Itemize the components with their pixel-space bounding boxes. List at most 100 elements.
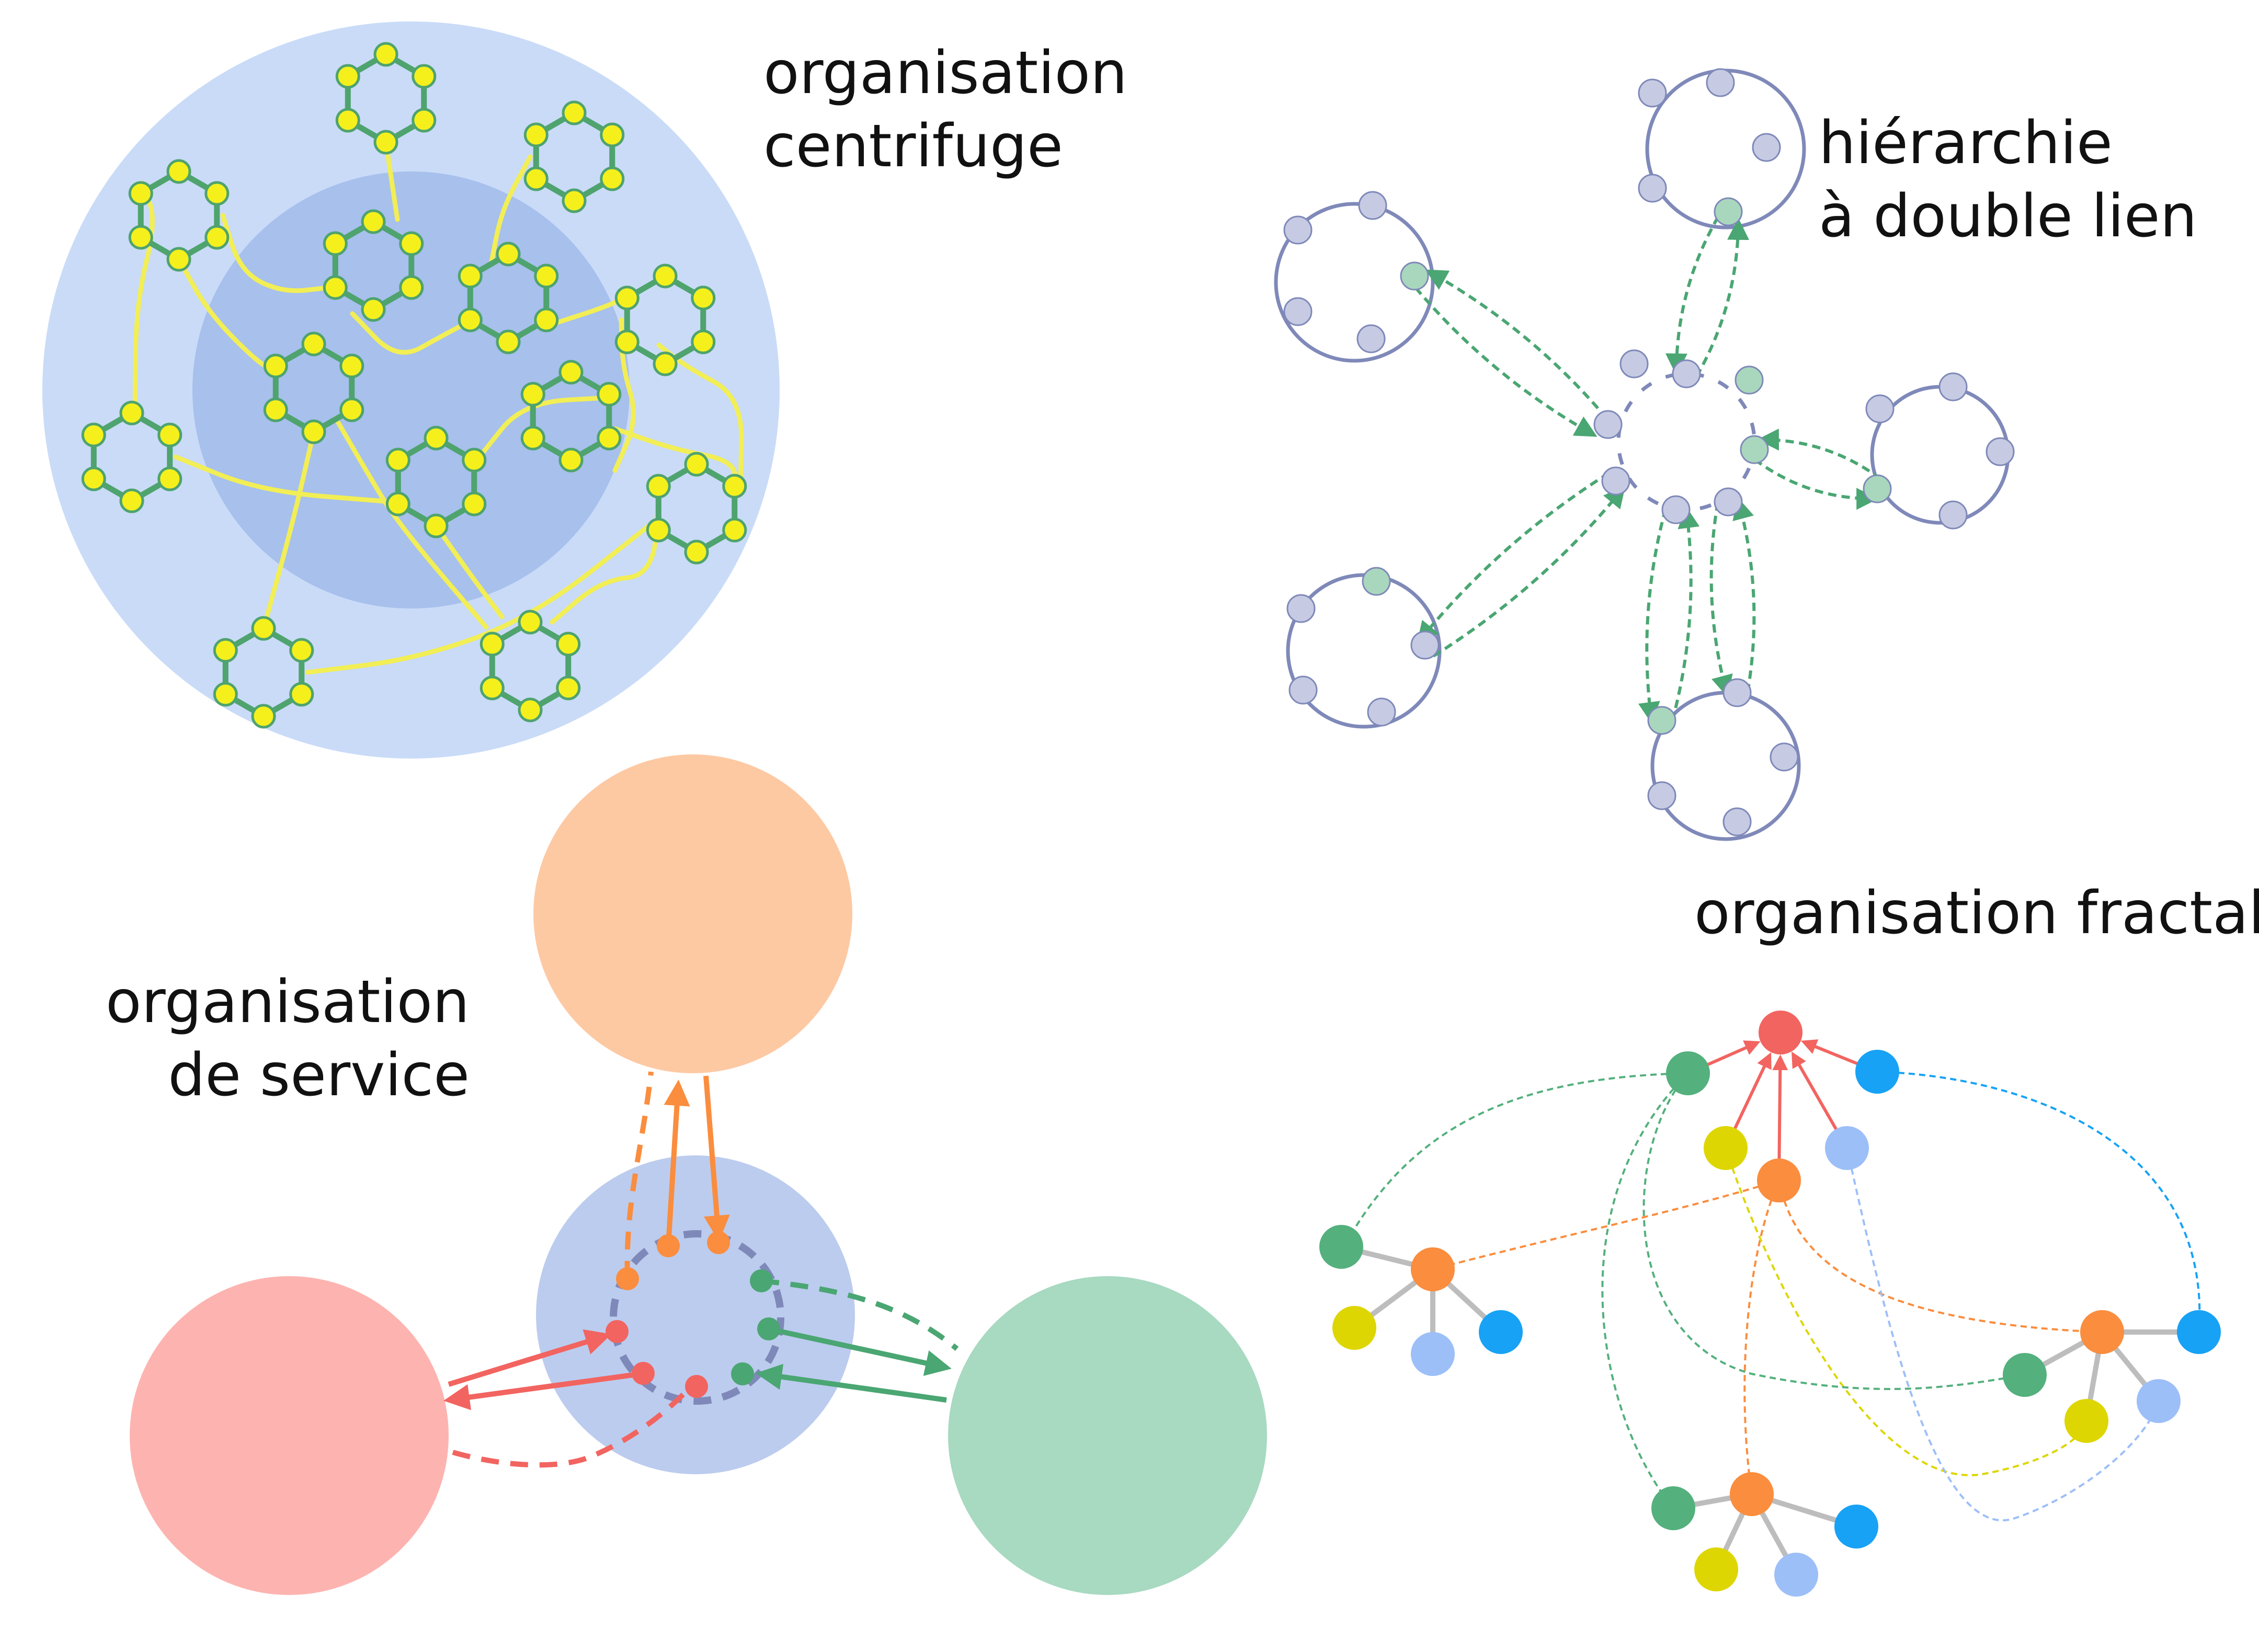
ring-node-linked: [1740, 435, 1769, 464]
ring-nodes: [1283, 68, 2015, 836]
hexagon-group: [128, 159, 230, 272]
hexagon-node: [462, 448, 487, 473]
fractal-node-blue: [2177, 1310, 2221, 1354]
red-dashed-link: [452, 1379, 698, 1468]
fractal-node-green: [1666, 1051, 1710, 1095]
fractal-nodes: [1319, 1011, 2221, 1597]
fractal-dashed-link: [1846, 1148, 2160, 1521]
hierarchy-label-line2: à double lien: [1819, 182, 2197, 250]
hexagon-node: [480, 675, 505, 701]
red-arrow-to-center: [448, 1329, 612, 1387]
dashed-double-link: [1695, 217, 1749, 377]
hexagon-node: [523, 166, 549, 191]
ring-node: [1661, 495, 1691, 524]
hexagon-node: [412, 64, 437, 89]
hexagon-node: [496, 242, 521, 267]
hexagon-node: [722, 474, 747, 499]
dashed-double-link: [1753, 458, 1879, 510]
hexagon-group: [614, 263, 716, 376]
ring-node-linked: [1735, 365, 1764, 395]
ring-node-green: [750, 1269, 773, 1292]
ring-node: [1770, 742, 1799, 772]
service-center-disc: [536, 1155, 855, 1474]
hexagon-node: [424, 426, 449, 451]
orange-arrow-down: [703, 1075, 730, 1242]
hexagon-node: [458, 307, 483, 332]
hexagon-node: [301, 419, 326, 444]
ring-node-red: [606, 1320, 629, 1343]
fractal-node-green: [2003, 1353, 2047, 1397]
fractal-node-green: [1319, 1225, 1363, 1269]
dashed-double-link: [1425, 269, 1608, 420]
hexagon-node: [458, 263, 483, 289]
hexagon-node: [204, 225, 230, 250]
pink-circle: [130, 1276, 449, 1595]
hexagon-group: [520, 360, 622, 473]
hexagon-node: [128, 181, 153, 206]
dashed-double-link: [1638, 508, 1667, 724]
hexagon-node: [213, 638, 238, 663]
ring-node-orange: [657, 1234, 680, 1257]
ring-node: [1367, 697, 1396, 727]
service-panel: [130, 754, 1267, 1595]
fractal-node-yellow: [2064, 1399, 2108, 1443]
fractal-dashed-links: [1343, 1071, 2201, 1521]
centrifuge-panel: [42, 21, 780, 759]
hexagon-node: [263, 353, 288, 378]
ring-node-linked: [1863, 474, 1892, 503]
hexagon-node: [301, 331, 326, 357]
hexagon-node: [462, 491, 487, 517]
ring-node: [1722, 678, 1752, 707]
fractal-node-lblue: [2137, 1379, 2181, 1423]
fractal-node-yellow: [1694, 1547, 1738, 1591]
hexagon-node: [534, 263, 559, 289]
ring-node: [1865, 394, 1895, 423]
mint-circle: [948, 1276, 1267, 1595]
green-dashed-link: [761, 1278, 959, 1351]
dashed-double-link: [1432, 485, 1626, 658]
hierarchy-label-line1: hiérarchie: [1819, 109, 2113, 177]
ring-node: [1638, 174, 1667, 203]
ring-node: [1672, 359, 1701, 388]
double-link-arrows: [1414, 216, 1882, 724]
ring-node: [1283, 215, 1313, 245]
ring-node: [1938, 372, 1968, 401]
hexagon-node: [399, 275, 424, 300]
hexagon-node: [289, 638, 314, 663]
hexagon-node: [523, 122, 549, 147]
hexagon-node: [339, 353, 364, 378]
hexagon-node: [335, 64, 360, 89]
ring-node: [1722, 807, 1752, 836]
hexagon-node: [496, 329, 521, 354]
hexagon-node: [339, 397, 364, 422]
service-inner-ring: [610, 1230, 784, 1405]
hexagon-node: [691, 285, 716, 311]
fractal-dashed-link: [1601, 1072, 1689, 1509]
hexagon-node: [558, 360, 584, 385]
hexagon-node: [263, 397, 288, 422]
hexagon-group: [523, 100, 625, 213]
hexagon-node: [520, 426, 545, 451]
ring-node: [1706, 68, 1735, 97]
hexagon-node: [597, 426, 622, 451]
green-arrow-to-mint: [768, 1326, 952, 1376]
hexagon-node: [520, 382, 545, 407]
fractal-dashed-link: [1343, 1072, 1688, 1247]
fractal-arrow: [1706, 1040, 1761, 1066]
hexagon-node: [558, 448, 584, 473]
ring-node: [1752, 133, 1781, 162]
hexagon-group: [81, 400, 182, 513]
ring-node: [1619, 349, 1649, 378]
hexagon-node: [361, 209, 386, 234]
hexagon-node: [81, 466, 106, 491]
hexagon-group: [646, 452, 747, 565]
hexagon-node: [614, 285, 640, 311]
fractal-node-blue: [1855, 1050, 1899, 1094]
ring-node-green: [731, 1362, 754, 1385]
ring-node-linked: [1400, 261, 1429, 291]
hexagon-node: [653, 263, 678, 289]
yellow-link: [350, 311, 467, 355]
hexagon-node: [157, 466, 182, 491]
fractal-dashed-link: [1432, 1179, 1779, 1270]
hexagon-node: [399, 231, 424, 256]
